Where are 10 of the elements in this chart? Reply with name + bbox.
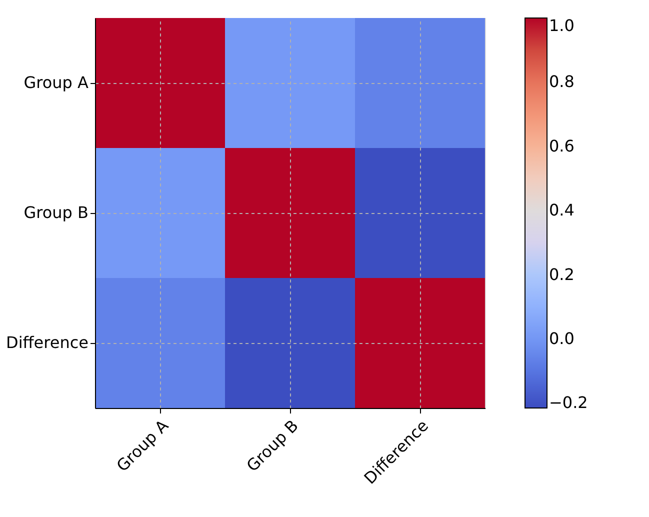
color-bar-label: 0.0 <box>549 328 574 348</box>
color-bar-label: 0.6 <box>549 136 574 156</box>
color-bar-label: 0.2 <box>549 264 574 284</box>
y-tick-label: Group A <box>24 73 89 92</box>
y-tick-label: Difference <box>6 333 88 352</box>
color-bar-label: −0.2 <box>549 393 588 412</box>
color-bar-label: 0.8 <box>549 72 574 92</box>
y-tick-label: Group B <box>24 203 88 222</box>
color-bar-label: 0.4 <box>549 200 574 220</box>
color-bar-label: 1.0 <box>549 16 574 35</box>
